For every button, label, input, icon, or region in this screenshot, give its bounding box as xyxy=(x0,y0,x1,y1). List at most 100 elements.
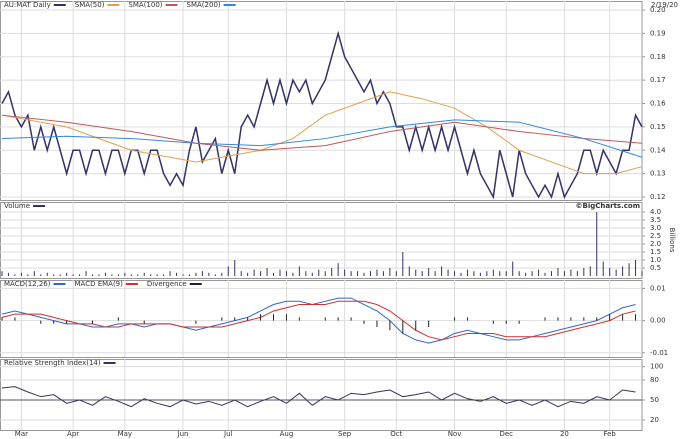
legend-label: MACD(12,26) xyxy=(4,280,51,288)
bar xyxy=(221,272,223,276)
x-tick-label: Sep xyxy=(338,430,352,438)
bar xyxy=(117,274,119,276)
bar xyxy=(14,317,16,321)
bar xyxy=(421,271,423,276)
y-tick-label: 0.20 xyxy=(650,6,666,14)
x-tick-label: Aug xyxy=(280,430,294,438)
bar xyxy=(583,317,585,321)
y-tick-label: 80 xyxy=(650,376,659,384)
legend-label: SMA(200) xyxy=(187,1,221,9)
bar xyxy=(79,274,81,276)
bar xyxy=(486,271,488,276)
date-label: 2/19/20 xyxy=(651,1,678,9)
bar xyxy=(221,317,223,321)
bar xyxy=(415,320,417,331)
bar xyxy=(602,261,604,276)
bar xyxy=(292,272,294,276)
bar xyxy=(512,261,514,276)
y-tick-label: 0.15 xyxy=(650,123,666,131)
series-line xyxy=(1,300,636,341)
bar xyxy=(628,263,630,276)
series-line xyxy=(1,297,636,344)
bar xyxy=(479,272,481,276)
bar xyxy=(563,271,565,276)
x-tick-label: Apr xyxy=(67,430,79,438)
bar xyxy=(150,274,152,276)
bar xyxy=(395,271,397,276)
x-tick-label: Mar xyxy=(15,430,28,438)
bar xyxy=(350,317,352,321)
bar xyxy=(344,269,346,276)
y-axis-label: Billions xyxy=(668,228,676,253)
bar xyxy=(557,317,559,321)
x-tick-label: Dec xyxy=(499,430,513,438)
bar xyxy=(376,269,378,276)
bar xyxy=(33,271,35,276)
bar xyxy=(454,271,456,276)
bar xyxy=(615,269,617,276)
bar xyxy=(46,272,48,276)
bar xyxy=(285,271,287,276)
bar xyxy=(331,268,333,276)
bar xyxy=(98,274,100,276)
bar xyxy=(402,252,404,276)
bar xyxy=(14,274,16,276)
bar xyxy=(311,272,313,276)
bar xyxy=(408,266,410,276)
bar xyxy=(143,320,145,324)
bar xyxy=(499,271,501,276)
bar xyxy=(214,274,216,276)
y-tick-label: 0.00 xyxy=(650,317,666,325)
bar xyxy=(544,317,546,321)
panel-frame xyxy=(0,280,643,358)
x-tick-label: 20 xyxy=(560,430,569,438)
bar xyxy=(518,271,520,276)
bar xyxy=(195,320,197,324)
bar xyxy=(337,263,339,276)
bar xyxy=(85,271,87,276)
x-tick-label: Nov xyxy=(448,430,462,438)
bar xyxy=(66,272,68,276)
bar xyxy=(182,274,184,276)
legend-label: MACD EMA(9) xyxy=(74,280,123,288)
bar xyxy=(20,272,22,276)
bar xyxy=(428,268,430,276)
y-tick-label: 2.0 xyxy=(650,240,661,248)
bar xyxy=(234,260,236,276)
series-line xyxy=(1,386,636,408)
bar xyxy=(441,266,443,276)
bar xyxy=(279,269,281,276)
bar xyxy=(428,320,430,328)
bar xyxy=(143,272,145,276)
bar xyxy=(538,269,540,276)
bar xyxy=(466,317,468,321)
bar xyxy=(622,266,624,276)
legend-label: Volume xyxy=(4,202,30,210)
bar xyxy=(1,317,3,321)
bar xyxy=(298,317,300,321)
bar xyxy=(260,271,262,276)
bar xyxy=(130,274,132,276)
bar xyxy=(7,272,9,276)
bar xyxy=(641,271,643,276)
bar xyxy=(285,314,287,321)
bar xyxy=(531,271,533,276)
y-tick-label: 100 xyxy=(650,363,663,371)
series-line xyxy=(1,30,643,200)
y-tick-label: 1.0 xyxy=(650,256,661,264)
y-tick-label: 3.0 xyxy=(650,224,661,232)
bar xyxy=(1,271,3,276)
bar xyxy=(273,314,275,321)
bar xyxy=(156,274,158,276)
bar xyxy=(454,317,456,321)
legend-label: Relative Strength Index(14) xyxy=(4,359,101,367)
legend-label: SMA(100) xyxy=(128,1,162,9)
bar xyxy=(415,269,417,276)
bar xyxy=(234,317,236,321)
bar xyxy=(260,314,262,321)
bar xyxy=(635,260,637,276)
bar xyxy=(247,317,249,321)
bar xyxy=(53,274,55,276)
y-tick-label: 1.5 xyxy=(650,248,661,256)
